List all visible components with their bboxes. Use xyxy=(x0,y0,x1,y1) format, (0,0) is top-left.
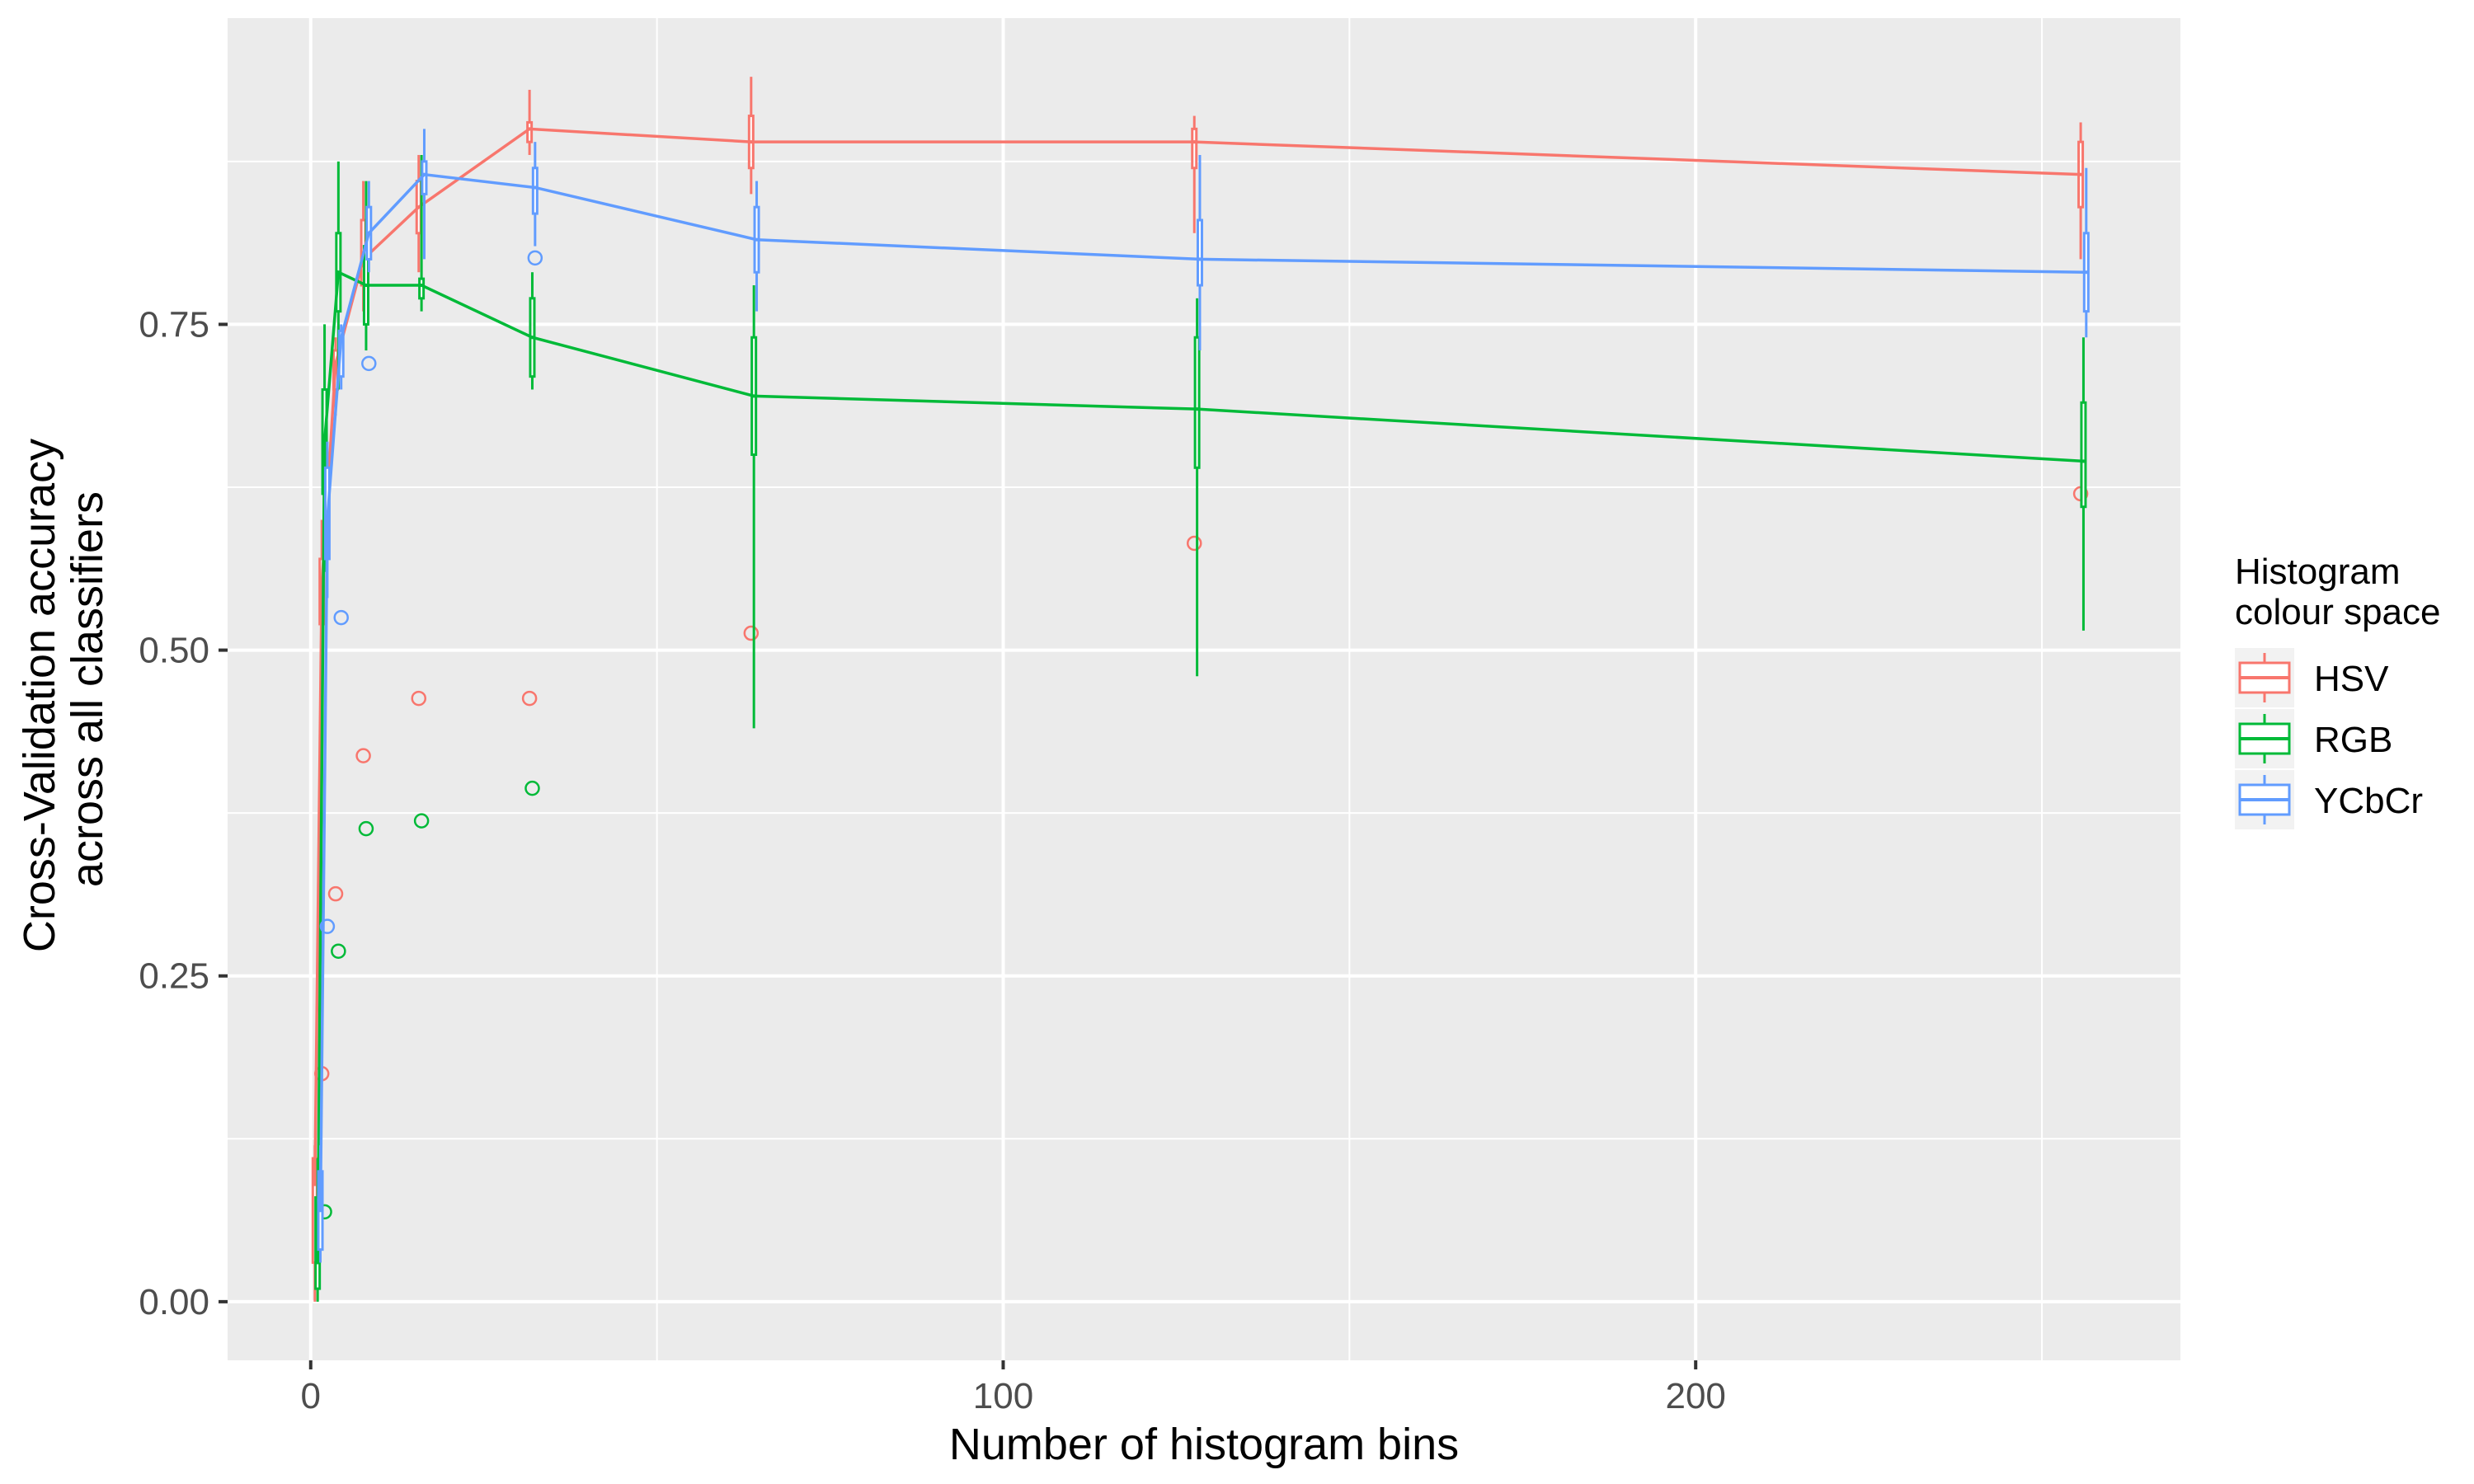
y-tick-label: 0.50 xyxy=(139,631,209,671)
y-axis-title-line-1: Cross-Validation accuracy xyxy=(15,439,64,952)
outlier-point xyxy=(1186,535,1202,552)
box xyxy=(2080,401,2087,509)
series-rgb xyxy=(314,154,2087,1302)
legend-keys: HSV RGB YCbCr xyxy=(2235,648,2423,829)
outlier-point xyxy=(413,813,430,829)
outlier-point xyxy=(361,355,377,372)
box xyxy=(526,120,534,143)
x-tick-label: 100 xyxy=(973,1376,1033,1416)
x-tick-label: 200 xyxy=(1665,1376,1725,1416)
box xyxy=(418,277,426,300)
outlier-point xyxy=(333,609,349,626)
y-axis-title: Cross-Validation accuracy across all cla… xyxy=(15,426,112,952)
legend: Histogram colour space HSV RGB YCbCr xyxy=(2235,552,2440,829)
outlier-point xyxy=(355,748,371,763)
x-tick-label: 0 xyxy=(301,1376,321,1416)
x-axis-title: Number of histogram bins xyxy=(949,1420,1459,1469)
boxplot xyxy=(1193,298,1201,677)
outlier-point xyxy=(743,625,760,641)
box xyxy=(531,167,539,215)
median-line xyxy=(318,172,2086,1211)
outlier-point xyxy=(411,690,427,707)
y-axis-title-line-2: across all classifiers xyxy=(63,491,112,887)
x-axis: 0 100 200 xyxy=(301,1360,1726,1416)
y-tick-label: 0.75 xyxy=(139,304,209,345)
outlier-point xyxy=(327,885,344,902)
median-line xyxy=(316,270,2084,1263)
legend-label: HSV xyxy=(2314,659,2389,699)
boxplot xyxy=(2080,337,2087,631)
legend-label: YCbCr xyxy=(2314,781,2423,821)
outlier-point xyxy=(524,780,540,796)
y-tick-label: 0.25 xyxy=(139,956,209,997)
series-layer xyxy=(311,77,2090,1302)
legend-title: Histogram colour space xyxy=(2235,552,2440,632)
series-ycbcr xyxy=(317,129,2090,1263)
minor-gridlines xyxy=(228,18,2180,1360)
outlier-point xyxy=(521,690,538,707)
major-gridlines xyxy=(228,18,2180,1360)
legend-title-line-2: colour space xyxy=(2235,592,2440,632)
box xyxy=(1193,336,1201,469)
y-axis: 0.00 0.25 0.50 0.75 xyxy=(139,304,228,1322)
outlier-point xyxy=(527,250,543,266)
outlier-point xyxy=(358,820,374,837)
plot-panel xyxy=(228,18,2180,1360)
box xyxy=(1196,218,1203,287)
legend-key-hsv: HSV xyxy=(2235,648,2389,707)
outlier-point xyxy=(319,918,336,934)
legend-title-line-1: Histogram xyxy=(2235,552,2401,592)
legend-label: RGB xyxy=(2314,720,2392,760)
boxplot xyxy=(1191,115,1198,233)
legend-key-ycbcr: YCbCr xyxy=(2235,770,2423,829)
outlier-point xyxy=(331,943,346,959)
y-tick-label: 0.00 xyxy=(139,1282,209,1322)
legend-key-rgb: RGB xyxy=(2235,709,2392,768)
box xyxy=(1191,127,1198,170)
